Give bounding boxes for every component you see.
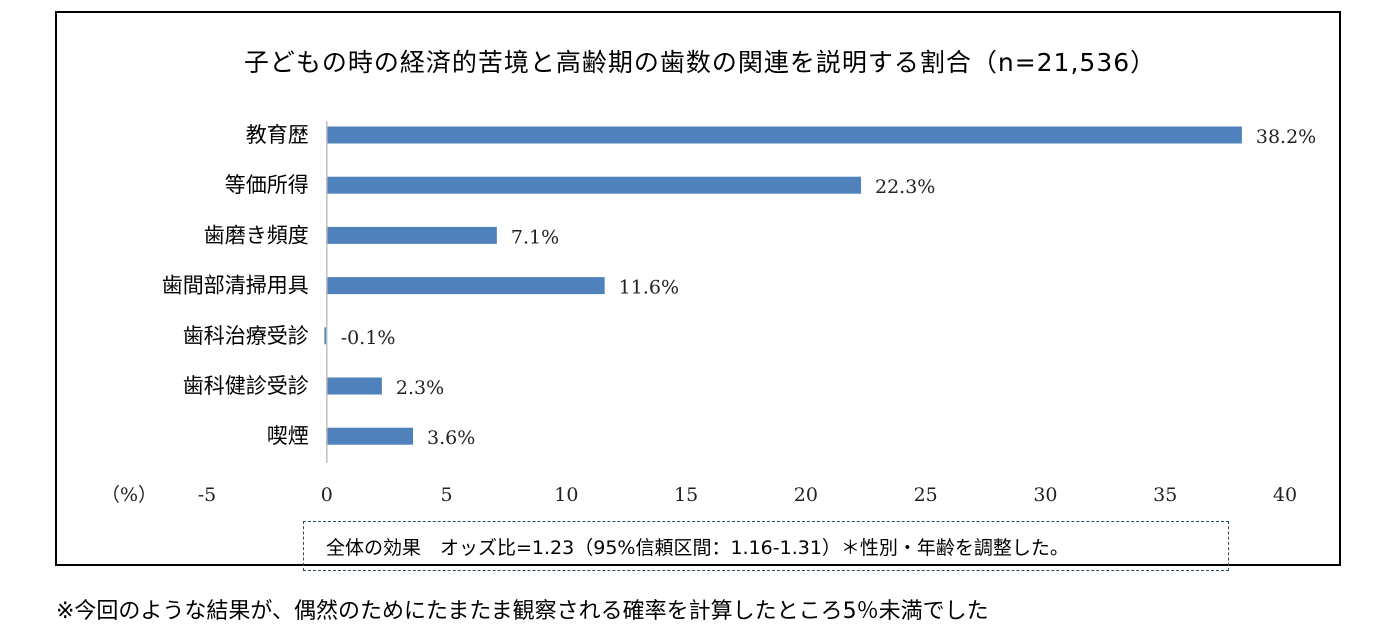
data-label: 11.6% [619, 277, 679, 299]
chart-frame: 子どもの時の経済的苦境と高齢期の歯数の関連を説明する割合（n=21,536） 教… [55, 11, 1341, 571]
data-label: 38.2% [1256, 126, 1316, 148]
x-tick-label: 30 [1033, 484, 1057, 506]
x-axis-unit-label: （%） [101, 484, 157, 506]
x-tick-label: 35 [1153, 484, 1177, 506]
data-label: 22.3% [875, 176, 935, 198]
data-label: 2.3% [396, 377, 444, 399]
category-label: 歯科治療受診 [183, 324, 309, 348]
bar [326, 226, 497, 244]
bar [326, 176, 861, 194]
data-label: 3.6% [427, 427, 475, 449]
chart-title: 子どもの時の経済的苦境と高齢期の歯数の関連を説明する割合（n=21,536） [243, 48, 1157, 77]
x-tick-label: 0 [321, 484, 333, 506]
data-label: -0.1% [341, 327, 396, 349]
x-tick-label: 25 [914, 484, 938, 506]
x-tick-label: 15 [674, 484, 698, 506]
bar [326, 277, 605, 295]
bar [326, 427, 414, 445]
x-tick-label: 10 [554, 484, 578, 506]
odds-ratio-note: 全体の効果 オッズ比=1.23（95%信頼区間：1.16-1.31）＊性別・年齢… [303, 521, 1229, 571]
category-label: 教育歴 [246, 123, 309, 147]
x-tick-label: 20 [794, 484, 818, 506]
x-tick-label: 5 [441, 484, 453, 506]
data-label: 7.1% [511, 226, 559, 248]
category-label: 歯科健診受診 [183, 374, 309, 398]
bar [324, 327, 327, 345]
x-tick-label: 40 [1273, 484, 1297, 506]
bar [326, 126, 1242, 144]
bar-chart: 教育歴 38.2% 等価所得 22.3% 歯磨き頻度 7.1% 歯間部清掃用具 11.6% 歯科… [101, 121, 1316, 506]
category-label: 歯間部清掃用具 [162, 274, 309, 298]
odds-ratio-note-text: 全体の効果 オッズ比=1.23（95%信頼区間：1.16-1.31）＊性別・年齢… [326, 536, 1069, 559]
category-label: 歯磨き頻度 [204, 223, 309, 247]
category-label: 等価所得 [225, 173, 309, 197]
x-tick-label: -5 [198, 484, 217, 506]
category-label: 喫煙 [267, 424, 309, 448]
footnote: ※今回のような結果が、偶然のためにたまたま観察される確率を計算したところ5％未満… [56, 599, 989, 624]
bar [326, 377, 382, 395]
